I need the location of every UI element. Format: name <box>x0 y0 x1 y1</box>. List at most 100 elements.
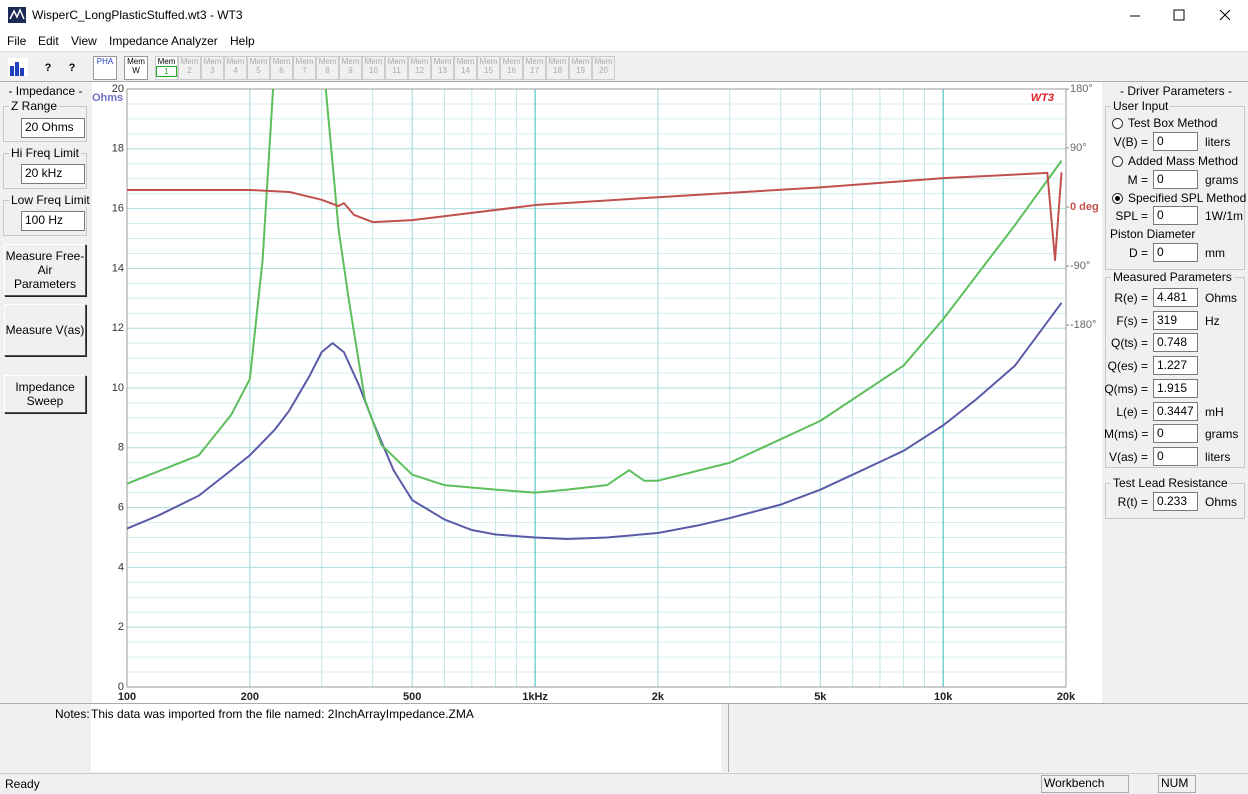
mem-button[interactable]: Mem 9 <box>339 56 362 80</box>
menu-item[interactable]: Edit <box>38 34 59 48</box>
field-value[interactable]: 319 <box>1153 310 1198 330</box>
x-tick-label: 5k <box>814 691 827 703</box>
field-label: V(as) = <box>1108 449 1148 464</box>
menu-item[interactable]: View <box>71 34 97 48</box>
series-line <box>127 171 1063 262</box>
window-title: WisperC_LongPlasticStuffed.wt3 - WT3 <box>32 8 243 22</box>
toolbar-button[interactable]: PHA <box>93 56 117 80</box>
radio-button[interactable] <box>1112 193 1123 204</box>
series-line <box>127 89 1063 494</box>
button-label: Mem <box>249 57 268 66</box>
mem-button[interactable]: Mem 4 <box>224 56 247 80</box>
mem-button[interactable]: Mem 3 <box>201 56 224 80</box>
button-label: Mem <box>410 57 429 66</box>
x-tick-label: 200 <box>241 691 259 703</box>
field-unit: liters <box>1205 135 1231 149</box>
window-controls[interactable] <box>1110 0 1248 32</box>
radio-label[interactable]: Added Mass Method <box>1128 154 1239 168</box>
mem-button[interactable]: Mem 18 <box>546 56 569 80</box>
menu-item[interactable]: Help <box>230 34 255 48</box>
radio-dot <box>1115 196 1120 201</box>
mem-button[interactable]: Mem 5 <box>247 56 270 80</box>
mem-button[interactable]: Mem 10 <box>362 56 385 80</box>
z-range-input[interactable]: 20 Ohms <box>21 118 85 138</box>
mem-button[interactable]: Mem 15 <box>477 56 500 80</box>
field-value[interactable]: 1.915 <box>1153 378 1198 398</box>
mem-button[interactable]: Mem 17 <box>523 56 546 80</box>
field-unit: mm <box>1205 246 1225 260</box>
button[interactable]: Impedance Sweep <box>4 375 86 413</box>
y-tick-label: 14 <box>112 262 124 274</box>
mem-button[interactable]: Mem 19 <box>569 56 592 80</box>
mem-button[interactable]: Mem 12 <box>408 56 431 80</box>
button-label: 10 <box>369 66 378 75</box>
left-panel: - Impedance - Z Range 20 Ohms Hi Freq Li… <box>0 82 92 703</box>
mem-button[interactable]: Mem 11 <box>385 56 408 80</box>
button-label: Mem <box>295 57 314 66</box>
radio-button[interactable] <box>1112 118 1123 129</box>
button[interactable]: Measure Free-Air Parameters <box>4 244 86 296</box>
help-icons[interactable]: ?? <box>38 57 82 77</box>
field-label: M(ms) = <box>1104 427 1149 442</box>
field-value[interactable]: 0 <box>1153 424 1198 444</box>
field-value[interactable]: 0.233 <box>1153 492 1198 511</box>
button-label: PHA <box>96 57 114 66</box>
menu-item[interactable]: File <box>7 34 27 48</box>
field-value[interactable]: 0 <box>1153 446 1198 466</box>
field-value[interactable]: 1.227 <box>1153 356 1198 376</box>
status-pane: NUM <box>1158 775 1196 793</box>
y-tick-label: 0 <box>118 681 124 693</box>
field-value[interactable]: 4.481 <box>1153 288 1198 307</box>
status-text: Ready <box>5 777 40 791</box>
button-label: Mem <box>387 57 406 66</box>
y-tick-label: 20 <box>112 83 124 95</box>
y-tick-label: 2 <box>118 621 124 633</box>
mem-button[interactable]: Mem 7 <box>293 56 316 80</box>
field-value[interactable]: 0 <box>1153 170 1198 189</box>
notes-box[interactable]: This data was imported from the file nam… <box>91 704 721 772</box>
mem-button[interactable]: Mem 8 <box>316 56 339 80</box>
button-label: Mem <box>548 57 567 66</box>
field-unit: Ohms <box>1205 495 1238 509</box>
x-tick-label: 1kHz <box>522 691 548 703</box>
mem-button[interactable]: Mem 6 <box>270 56 293 80</box>
title-bar: WisperC_LongPlasticStuffed.wt3 - WT3 <box>0 0 1248 32</box>
button-label: Mem <box>157 57 176 66</box>
radio-label[interactable]: Test Box Method <box>1128 116 1218 130</box>
toolbar-button[interactable]: Mem W <box>124 56 148 80</box>
button-label: Mem <box>318 57 337 66</box>
button-label: Mem <box>594 57 613 66</box>
button[interactable]: Measure V(as) <box>4 304 86 356</box>
radio-button[interactable] <box>1112 156 1123 167</box>
button-label: Mem <box>456 57 475 66</box>
low-freq-input[interactable]: 100 Hz <box>21 211 85 231</box>
hi-freq-input[interactable]: 20 kHz <box>21 164 85 184</box>
mem-button[interactable]: Mem 13 <box>431 56 454 80</box>
notes-text: This data was imported from the file nam… <box>91 707 474 721</box>
button-label: Mem <box>502 57 521 66</box>
field-value[interactable]: 0 <box>1153 243 1198 262</box>
notes-label: Notes: <box>55 707 90 721</box>
field-label: F(s) = <box>1116 313 1148 328</box>
button-label: 9 <box>348 66 353 75</box>
field-value[interactable]: 0.748 <box>1153 333 1198 353</box>
field-value[interactable]: 0.3447 <box>1153 401 1198 421</box>
field-value[interactable]: 0 <box>1153 206 1198 225</box>
radio-label[interactable]: Specified SPL Method <box>1128 191 1247 205</box>
group: User Input <box>1105 99 1245 270</box>
field-value[interactable]: 0 <box>1153 132 1198 151</box>
button-label: 11 <box>392 66 401 75</box>
menu-item[interactable]: Impedance Analyzer <box>109 34 218 48</box>
mem-button[interactable]: Mem 20 <box>592 56 615 80</box>
mem-button[interactable]: Mem 2 <box>178 56 201 80</box>
chart-icon[interactable] <box>8 58 28 76</box>
mem-button[interactable]: Mem 1 <box>155 56 178 80</box>
field-label: R(e) = <box>1114 291 1148 305</box>
mem-button[interactable]: Mem 16 <box>500 56 523 80</box>
mem-button[interactable]: Mem 14 <box>454 56 477 80</box>
series-line <box>127 302 1063 540</box>
group: Z Range <box>3 99 87 142</box>
group-title: Hi Freq Limit <box>9 146 82 160</box>
x-tick-label: 100 <box>118 691 136 703</box>
